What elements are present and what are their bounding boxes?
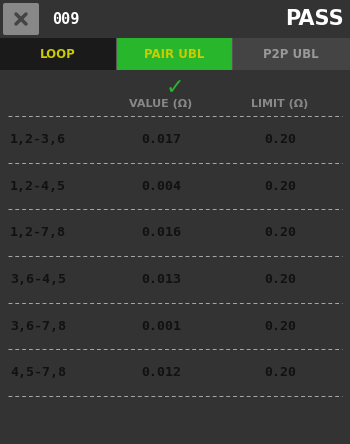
Text: 0.20: 0.20 <box>264 133 296 146</box>
Text: 1,2-7,8: 1,2-7,8 <box>10 226 66 239</box>
Bar <box>232 38 350 70</box>
Text: PASS: PASS <box>285 9 344 29</box>
Text: 0.20: 0.20 <box>264 273 296 286</box>
Text: 009: 009 <box>52 12 79 27</box>
Text: 4,5-7,8: 4,5-7,8 <box>10 366 66 379</box>
Text: 0.016: 0.016 <box>141 226 181 239</box>
Text: LOOP: LOOP <box>40 48 76 60</box>
Text: 0.012: 0.012 <box>141 366 181 379</box>
Text: LIMIT (Ω): LIMIT (Ω) <box>251 99 309 109</box>
Text: PAIR UBL: PAIR UBL <box>144 48 204 60</box>
Text: 3,6-7,8: 3,6-7,8 <box>10 320 66 333</box>
Text: 0.004: 0.004 <box>141 179 181 193</box>
Text: 0.017: 0.017 <box>141 133 181 146</box>
Text: 0.20: 0.20 <box>264 226 296 239</box>
Text: 3,6-4,5: 3,6-4,5 <box>10 273 66 286</box>
FancyBboxPatch shape <box>3 3 39 35</box>
Text: 0.20: 0.20 <box>264 366 296 379</box>
Text: 1,2-3,6: 1,2-3,6 <box>10 133 66 146</box>
Text: 1,2-4,5: 1,2-4,5 <box>10 179 66 193</box>
Text: 0.001: 0.001 <box>141 320 181 333</box>
Bar <box>116 38 232 70</box>
Text: ✓: ✓ <box>166 78 184 98</box>
Text: 0.20: 0.20 <box>264 320 296 333</box>
Text: P2P UBL: P2P UBL <box>263 48 319 60</box>
Text: 0.013: 0.013 <box>141 273 181 286</box>
Text: 0.20: 0.20 <box>264 179 296 193</box>
Bar <box>0 38 116 70</box>
Text: VALUE (Ω): VALUE (Ω) <box>130 99 192 109</box>
